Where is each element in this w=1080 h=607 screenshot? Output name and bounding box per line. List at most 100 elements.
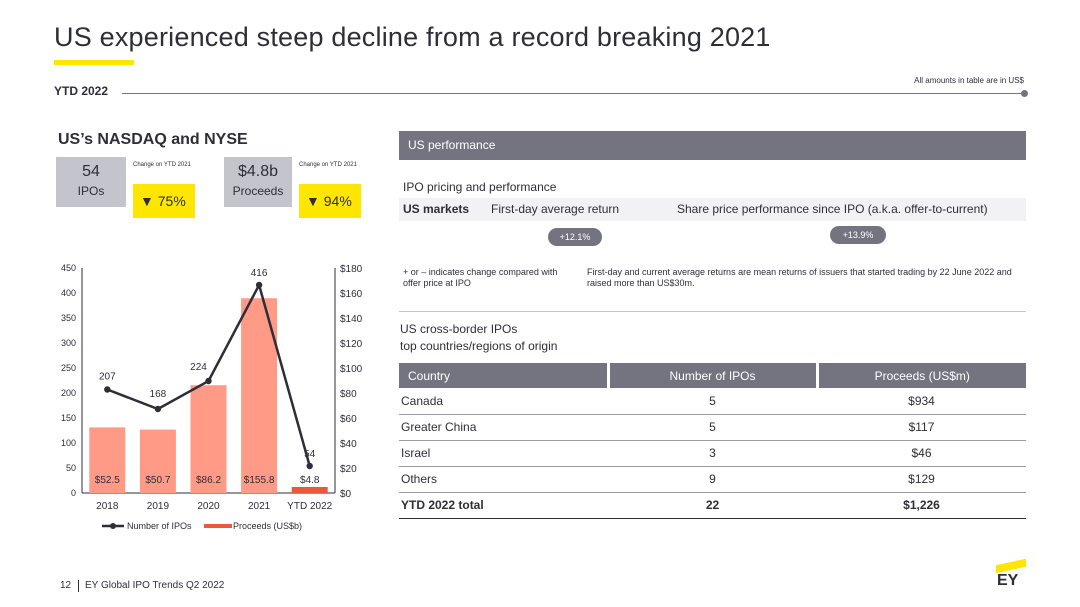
page-number: 12 — [60, 580, 72, 591]
ipo-count-cell: 9 — [608, 466, 817, 493]
proceeds-bar-label: $86.2 — [196, 475, 221, 486]
ipos-kpi-box: 54 IPOs — [56, 157, 126, 207]
period-divider-dot — [1021, 90, 1028, 97]
proceeds-kpi-value: $4.8b — [237, 163, 279, 180]
us-performance-header: US performance — [399, 131, 1026, 160]
table-row: Others 9 $129 — [399, 466, 1026, 493]
table-total-row: YTD 2022 total 22 $1,226 — [399, 492, 1026, 519]
pricing-title: IPO pricing and performance — [403, 180, 557, 194]
proceeds-bar — [139, 429, 176, 493]
left-axis-tick-label: 450 — [61, 263, 76, 273]
ey-logo-text: EY — [997, 572, 1019, 589]
right-axis-tick-label: $20 — [340, 464, 357, 475]
ipo-count-point — [255, 281, 263, 289]
col-proceeds: Proceeds (US$m) — [817, 363, 1026, 388]
footer-divider — [78, 580, 79, 592]
share-price-change-pill: +13.9% — [830, 226, 886, 244]
first-day-change-pill: +12.1% — [548, 228, 602, 246]
x-axis-tick-label: 2019 — [147, 501, 170, 512]
left-axis-tick-label: 300 — [61, 338, 76, 348]
proceeds-change-badge: ▼ 94% — [299, 184, 361, 218]
table-row: Israel 3 $46 — [399, 440, 1026, 467]
ipo-count-cell: 5 — [608, 414, 817, 441]
ipo-count-label: 224 — [190, 362, 207, 373]
proceeds-kpi-box: $4.8b Proceeds — [224, 157, 292, 207]
right-axis-tick-label: $0 — [340, 489, 352, 500]
x-axis-tick-label: YTD 2022 — [287, 501, 332, 512]
table-row: Greater China 5 $117 — [399, 414, 1026, 441]
cross-border-table: Country Number of IPOs Proceeds (US$m) C… — [399, 363, 1026, 519]
right-axis-tick-label: $140 — [340, 314, 363, 325]
proceeds-cell: $934 — [817, 388, 1026, 415]
left-axis-tick-label: 100 — [61, 438, 76, 448]
left-axis-tick-label: 250 — [61, 363, 76, 373]
x-axis-tick-label: 2020 — [197, 501, 220, 512]
title-accent-bar — [54, 60, 134, 65]
returns-note: First-day and current average returns ar… — [587, 267, 1012, 288]
country-cell: Canada — [399, 388, 608, 415]
ipo-count-point — [306, 462, 313, 470]
proceeds-bar — [89, 427, 126, 493]
proceeds-cell: $117 — [817, 414, 1026, 441]
legend-bar-swatch — [204, 524, 232, 528]
exchanges-subtitle: US’s NASDAQ and NYSE — [58, 131, 248, 148]
left-axis-tick-label: 50 — [66, 463, 76, 473]
legend-proceeds: Proceeds (US$b) — [233, 521, 302, 531]
right-axis-tick-label: $160 — [340, 289, 363, 300]
proceeds-kpi-label: Proceeds — [232, 184, 284, 198]
left-axis-tick-label: 400 — [61, 288, 76, 298]
right-axis-tick-label: $60 — [340, 414, 357, 425]
markets-label: US markets — [403, 202, 470, 216]
cross-border-subtitle: top countries/regions of origin — [400, 339, 558, 353]
ipos-change-badge: ▼ 75% — [133, 184, 195, 218]
first-day-label: First-day average return — [491, 202, 620, 216]
ey-logo: EY — [996, 558, 1028, 594]
proceeds-bar-label: $50.7 — [145, 475, 170, 486]
left-axis-tick-label: 0 — [71, 488, 76, 498]
country-cell: Greater China — [399, 414, 608, 441]
legend-ipo-count: Number of IPOs — [127, 521, 192, 531]
ipos-kpi-value: 54 — [82, 163, 100, 180]
ipo-proceeds-chart: 0 50 100 150 200 250 300 350 400 450 $0 $20 $40 $60 $8… — [61, 263, 363, 531]
ipos-change-label: Change on YTD 2021 — [133, 162, 191, 168]
share-price-label: Share price performance since IPO (a.k.a… — [677, 202, 988, 216]
col-number-of-ipos: Number of IPOs — [608, 363, 819, 388]
table-row: Canada 5 $934 — [399, 388, 1026, 415]
table-header-row: Country Number of IPOs Proceeds (US$m) — [399, 363, 1026, 388]
country-cell: Israel — [399, 440, 608, 467]
total-label-cell: YTD 2022 total — [399, 492, 608, 519]
total-ipo-count-cell: 22 — [608, 492, 817, 519]
proceeds-cell: $129 — [817, 466, 1026, 493]
proceeds-bar-label: $4.8 — [300, 475, 320, 486]
ipo-count-label: 168 — [150, 389, 167, 400]
right-axis-tick-label: $180 — [340, 264, 363, 275]
col-country: Country — [399, 363, 610, 388]
ipo-count-label: 207 — [99, 372, 116, 383]
legend-line-marker — [110, 523, 116, 529]
ipo-count-point — [104, 386, 111, 393]
period-divider — [122, 93, 1024, 94]
change-note: + or – indicates change compared with of… — [403, 267, 558, 288]
left-axis-tick-label: 200 — [61, 388, 76, 398]
ipo-count-label: 54 — [304, 449, 316, 460]
left-axis-tick-label: 150 — [61, 413, 76, 423]
ipo-count-point — [205, 377, 212, 385]
proceeds-bar-label: $52.5 — [95, 475, 120, 486]
ipo-count-cell: 5 — [608, 388, 817, 415]
ipo-count-cell: 3 — [608, 440, 817, 467]
left-axis-tick-label: 350 — [61, 313, 76, 323]
country-cell: Others — [399, 466, 608, 493]
right-axis-tick-label: $80 — [340, 389, 357, 400]
right-axis-tick-label: $100 — [340, 364, 363, 375]
section-divider — [399, 311, 1026, 312]
x-axis-tick-label: 2021 — [248, 501, 271, 512]
ipos-kpi-label: IPOs — [77, 184, 105, 198]
proceeds-change-label: Change on YTD 2021 — [299, 162, 357, 168]
proceeds-bar — [291, 487, 328, 493]
period-label: YTD 2022 — [54, 84, 109, 98]
footer-source: EY Global IPO Trends Q2 2022 — [85, 580, 225, 591]
amounts-note: All amounts in table are in US$ — [914, 76, 1024, 85]
ipo-count-point — [154, 405, 162, 413]
proceeds-bar — [190, 385, 227, 493]
proceeds-cell: $46 — [817, 440, 1026, 467]
